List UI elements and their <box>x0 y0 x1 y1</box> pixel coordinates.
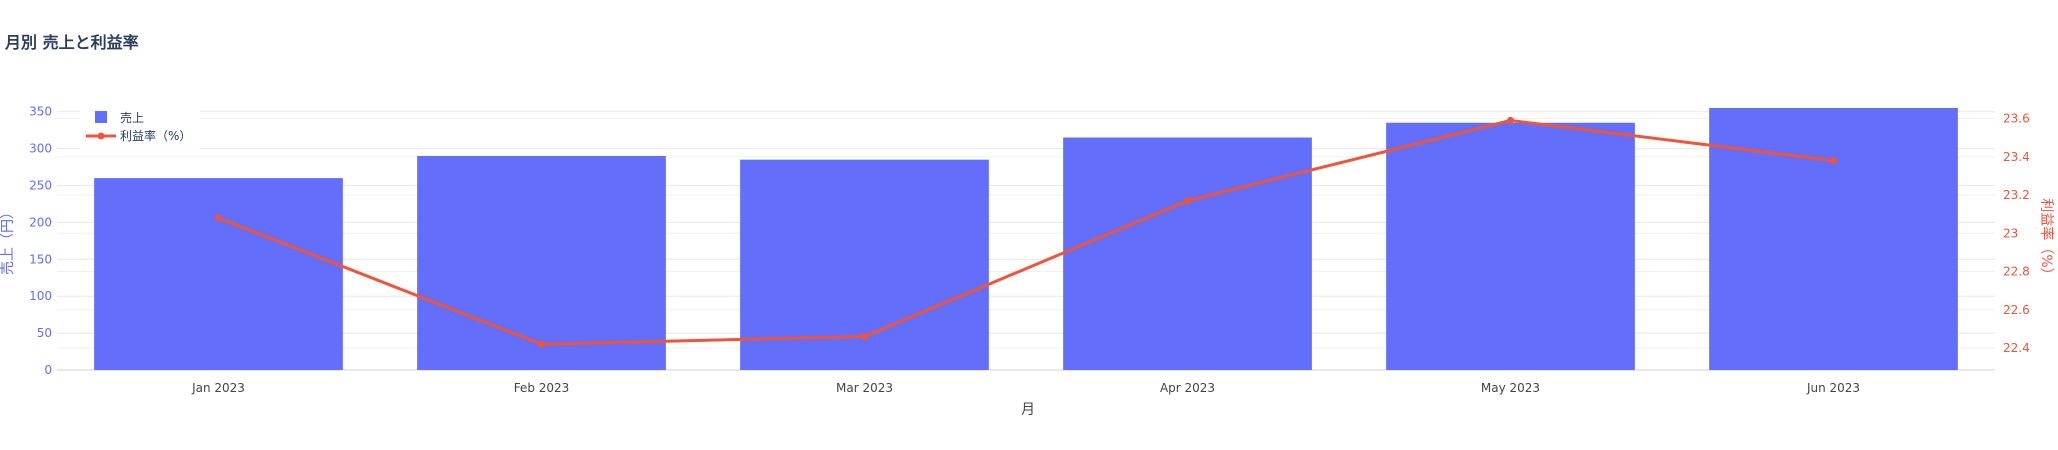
bar-6[interactable] <box>1709 108 1958 370</box>
axes: 0 50 100 150 200 250 300 350 22.4 22.6 22.8 23 23.2 2… <box>29 105 2030 395</box>
legend-label-bar[interactable]: 売上 <box>120 110 144 125</box>
x-axis-title: 月 <box>1021 402 1035 418</box>
x-tick-label: Apr 2023 <box>1160 381 1215 395</box>
profit-rate-line[interactable] <box>217 118 1834 346</box>
line-point-2[interactable] <box>538 340 545 348</box>
bar-2[interactable] <box>417 155 666 370</box>
line-point-4[interactable] <box>1184 197 1191 205</box>
y-left-tick-label: 350 <box>29 105 52 119</box>
legend-swatch-bar[interactable] <box>95 111 107 123</box>
y-left-tick-label: 250 <box>29 178 52 192</box>
x-tick-label: May 2023 <box>1481 381 1540 395</box>
x-tick-label: Jan 2023 <box>191 381 245 395</box>
chart-title: 月別 売上と利益率 <box>4 33 139 52</box>
x-tick-label: Feb 2023 <box>514 381 570 395</box>
y-right-tick-label: 23.6 <box>2003 112 2030 126</box>
x-tick-label: Mar 2023 <box>836 381 893 395</box>
bar-series <box>94 108 1958 371</box>
y-left-tick-label: 50 <box>37 326 52 340</box>
legend-swatch-marker <box>97 132 105 140</box>
y-left-axis-title: 売上（円） <box>0 205 16 275</box>
y-right-tick-label: 23.4 <box>2003 150 2030 164</box>
line-point-1[interactable] <box>215 214 222 222</box>
y-right-tick-label: 23 <box>2003 226 2018 240</box>
bar-4[interactable] <box>1063 137 1312 370</box>
line-point-5[interactable] <box>1507 116 1514 124</box>
line-series <box>215 116 1837 348</box>
bar-1[interactable] <box>94 178 343 370</box>
y-left-tick-label: 200 <box>29 215 52 229</box>
y-right-tick-label: 22.8 <box>2003 265 2030 279</box>
x-tick-label: Jun 2023 <box>1806 381 1860 395</box>
y-right-tick-label: 22.4 <box>2003 341 2030 355</box>
line-point-6[interactable] <box>1830 157 1837 165</box>
y-right-axis-title: 利益率（%） <box>2038 198 2055 281</box>
y-right-tick-label: 22.6 <box>2003 303 2030 317</box>
y-right-tick-label: 23.2 <box>2003 188 2030 202</box>
line-point-3[interactable] <box>861 333 868 341</box>
legend-label-line[interactable]: 利益率（%） <box>120 128 191 143</box>
y-left-tick-label: 150 <box>29 252 52 266</box>
y-left-tick-label: 0 <box>44 363 52 377</box>
bar-5[interactable] <box>1386 122 1635 371</box>
grid-lines <box>57 111 1995 371</box>
y-left-tick-label: 100 <box>29 289 52 303</box>
y-left-tick-label: 300 <box>29 142 52 156</box>
